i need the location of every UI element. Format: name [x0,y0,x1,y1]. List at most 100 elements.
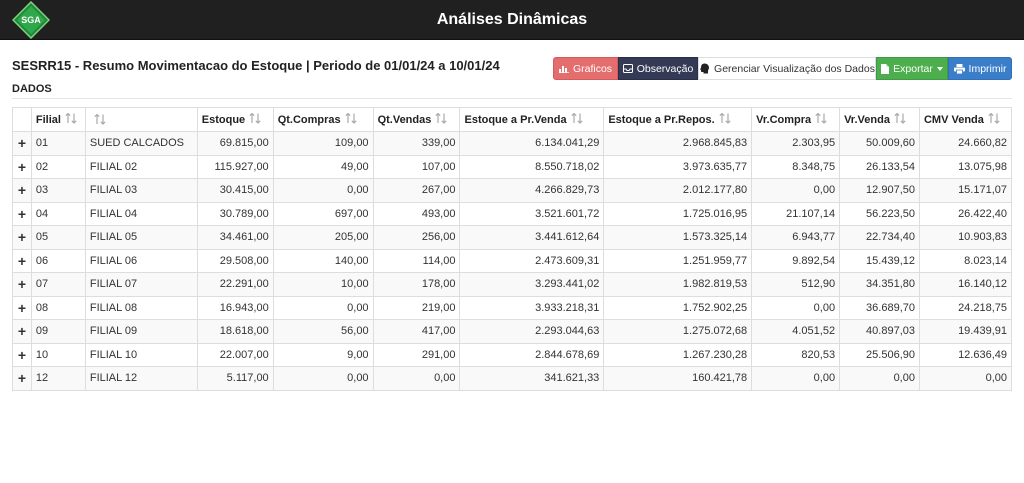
table-row: +03 FILIAL 03 30.415,00 0,00 267,00 4.266.829… [12,178,1013,203]
column-header[interactable]: Qt.Compras [272,107,374,132]
table-row: +04 FILIAL 04 30.789,00 697,00 493,00 3.521.6… [12,201,1013,226]
expand-row-icon[interactable]: + [12,366,32,391]
table-cell: 3.441.612,64 [459,225,605,250]
table-cell: 15.439,12 [839,248,920,273]
table-cell: FILIAL 10 [84,342,198,367]
sort-icon[interactable] [345,112,357,127]
table-cell: 0,00 [751,295,841,320]
table-cell: 8.023,14 [918,248,1013,273]
table-cell: FILIAL 09 [84,319,198,344]
expand-row-icon[interactable]: + [12,201,32,226]
table-cell: 109,00 [272,131,374,156]
column-header[interactable]: Estoque a Pr.Repos. [603,107,753,132]
sort-icon[interactable] [719,112,731,127]
column-header[interactable] [84,107,198,132]
sga-logo[interactable]: SGA [12,1,50,39]
table-cell: 205,00 [272,225,374,250]
table-cell: 2.293.044,63 [459,319,605,344]
head-icon [699,63,710,74]
table-cell: 49,00 [272,154,374,179]
table-cell: FILIAL 05 [84,225,198,250]
column-header[interactable]: Estoque [196,107,274,132]
table-cell: 36.689,70 [839,295,920,320]
sort-icon[interactable] [894,112,906,127]
table-cell: 0,00 [918,366,1013,391]
file-icon [881,63,890,74]
expand-row-icon[interactable]: + [12,154,32,179]
sort-icon[interactable] [988,112,1000,127]
table-cell: 21.107,14 [751,201,841,226]
sort-icon[interactable] [815,112,827,127]
sort-icon[interactable] [65,112,77,127]
imprimir-button[interactable]: Imprimir [948,57,1012,80]
sort-icon[interactable] [94,113,106,128]
table-cell: 01 [30,131,86,156]
table-cell: 30.789,00 [196,201,274,226]
table-cell: 12.636,49 [918,342,1013,367]
column-header[interactable]: CMV Venda [918,107,1013,132]
table-cell: 2.473.609,31 [459,248,605,273]
print-icon [953,63,965,74]
column-header[interactable]: Vr.Compra [751,107,841,132]
table-cell: 10,00 [272,272,374,297]
column-header[interactable]: Filial [30,107,86,132]
table-cell: 1.251.959,77 [603,248,753,273]
expand-row-icon[interactable]: + [12,319,32,344]
expand-row-icon[interactable]: + [12,248,32,273]
table-cell: 8.550.718,02 [459,154,605,179]
graficos-label: Graficos [572,62,613,75]
table-cell: 16.140,12 [918,272,1013,297]
table-cell: 267,00 [372,178,461,203]
graficos-button[interactable]: Graficos [553,57,618,80]
expand-row-icon[interactable]: + [12,131,32,156]
table-row: +01 SUED CALCADOS 69.815,00 109,00 339,00 6.1… [12,131,1013,156]
expand-row-icon[interactable]: + [12,178,32,203]
exportar-dropdown-button[interactable]: Exportar [876,57,948,80]
table-cell: 24.218,75 [918,295,1013,320]
table-cell: 40.897,03 [839,319,920,344]
table-cell: 341.621,33 [459,366,605,391]
column-header[interactable]: Vr.Venda [839,107,920,132]
table-cell: 6.134.041,29 [459,131,605,156]
sort-icon[interactable] [435,112,447,127]
table-cell: 115.927,00 [196,154,274,179]
sort-icon[interactable] [249,112,261,127]
table-cell: 160.421,78 [603,366,753,391]
expand-row-icon[interactable]: + [12,295,32,320]
gerenciar-visualizacao-button[interactable]: Gerenciar Visualização dos Dados [698,57,876,80]
table-cell: 15.171,07 [918,178,1013,203]
table-cell: 2.303,95 [751,131,841,156]
table-cell: 2.012.177,80 [603,178,753,203]
table-row: +09 FILIAL 09 18.618,00 56,00 417,00 2.293.04… [12,319,1013,344]
table-cell: FILIAL 12 [84,366,198,391]
table-cell: 0,00 [272,295,374,320]
table-cell: 1.725.016,95 [603,201,753,226]
table-cell: 2.844.678,69 [459,342,605,367]
table-cell: 56,00 [272,319,374,344]
table-cell: 0,00 [272,366,374,391]
table-cell: 09 [30,319,86,344]
table-row: +10 FILIAL 10 22.007,00 9,00 291,00 2.844.678… [12,342,1013,367]
table-cell: 1.267.230,28 [603,342,753,367]
table-cell: 34.461,00 [196,225,274,250]
table-cell: 140,00 [272,248,374,273]
expand-row-icon[interactable]: + [12,272,32,297]
column-header[interactable]: Estoque a Pr.Venda [459,107,605,132]
table-cell: 339,00 [372,131,461,156]
report-title: SESRR15 - Resumo Movimentacao do Estoque… [12,58,500,73]
table-cell: 107,00 [372,154,461,179]
observacao-button[interactable]: Observação [618,57,698,80]
column-header[interactable]: Qt.Vendas [372,107,461,132]
table-cell: 19.439,91 [918,319,1013,344]
imprimir-label: Imprimir [968,62,1007,75]
table-cell: 26.422,40 [918,201,1013,226]
table-cell: 8.348,75 [751,154,841,179]
expand-row-icon[interactable]: + [12,225,32,250]
table-cell: 1.275.072,68 [603,319,753,344]
chart-icon [558,64,569,73]
table-cell: 2.968.845,83 [603,131,753,156]
table-cell: 3.973.635,77 [603,154,753,179]
table-cell: 50.009,60 [839,131,920,156]
sort-icon[interactable] [570,112,583,127]
expand-row-icon[interactable]: + [12,342,32,367]
